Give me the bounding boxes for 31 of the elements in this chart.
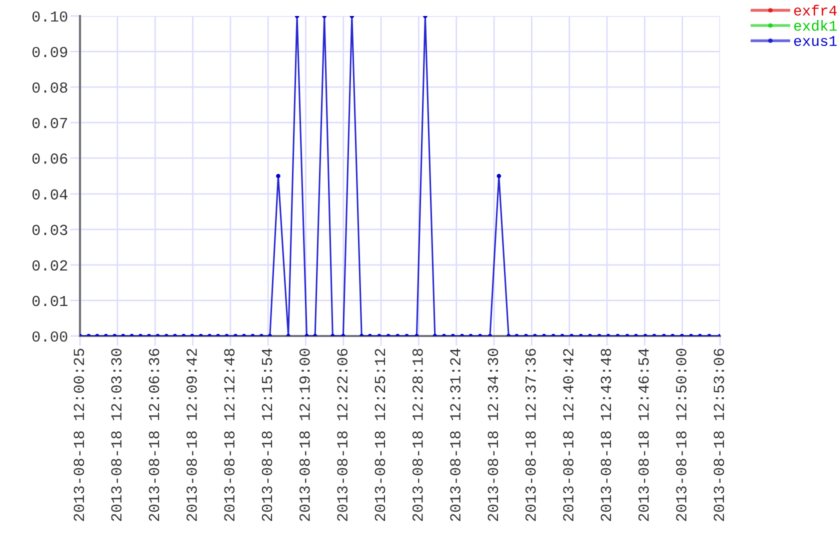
x-tick-label: 2013-08-18 12:37:36 [525,348,536,521]
y-tick-label: 0.01 [32,296,68,306]
y-tick-label: 0.10 [32,11,68,22]
y-tick-label: 0.03 [32,224,68,236]
x-tick-label: 2013-08-18 12:06:36 [148,348,160,521]
x-tick-label: 2013-08-18 12:00:25 [74,348,84,521]
x-tick-label: 2013-08-18 12:22:06 [337,348,348,521]
x-tick-label: 2013-08-18 12:12:48 [224,348,235,521]
x-tick-label: 2013-08-18 12:53:06 [714,348,724,521]
x-tick-label: 2013-08-18 12:34:30 [488,348,498,521]
y-tick-label: 0.07 [32,118,67,128]
x-tick-label: 2013-08-18 12:25:12 [374,348,386,521]
x-tick-label: 2013-08-18 12:50:00 [676,348,686,521]
x-tick-label: 2013-08-18 12:46:54 [638,348,649,521]
legend-label: exdk1 [794,20,837,31]
x-tick-label: 2013-08-18 12:31:24 [450,348,460,521]
y-tick-label: 0.00 [32,331,68,342]
legend-label: exfr4 [794,4,837,16]
x-tick-label: 2013-08-18 12:15:54 [262,348,272,521]
legend-label: exus1 [794,36,837,46]
y-tick-label: 0.09 [32,46,68,58]
y-tick-label: 0.08 [32,82,68,93]
x-tick-label: 2013-08-18 12:09:42 [186,348,197,521]
y-tick-label: 0.04 [32,189,68,200]
x-tick-label: 2013-08-18 12:40:42 [563,348,574,521]
y-tick-label: 0.06 [32,153,68,164]
x-tick-label: 2013-08-18 12:03:30 [111,348,122,521]
x-tick-label: 2013-08-18 12:43:48 [600,348,612,521]
x-tick-label: 2013-08-18 12:19:00 [299,348,310,521]
y-tick-label: 0.02 [32,260,68,271]
x-tick-label: 2013-08-18 12:28:18 [412,348,423,521]
